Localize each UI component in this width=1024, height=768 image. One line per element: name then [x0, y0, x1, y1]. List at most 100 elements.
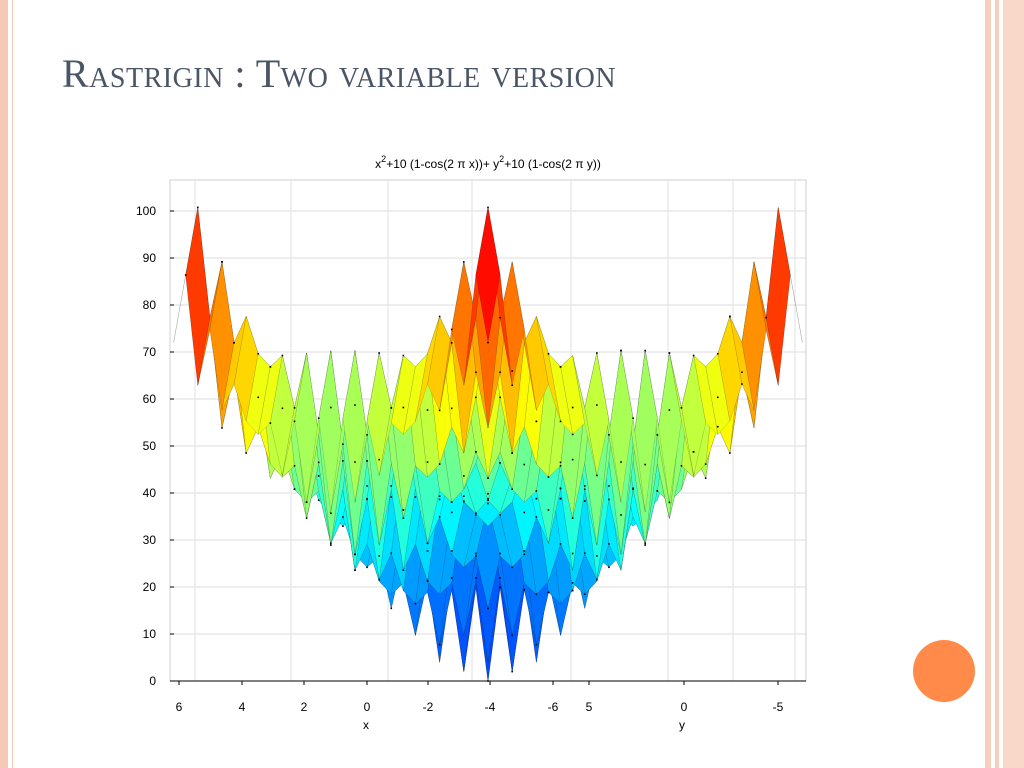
vertex-marker	[729, 315, 731, 318]
vertex-marker	[257, 353, 260, 355]
vertex-marker	[571, 433, 574, 436]
x-tick-label: -4	[485, 700, 496, 714]
vertex-marker	[535, 420, 538, 423]
vertex-marker	[293, 420, 296, 423]
vertex-marker	[330, 544, 332, 546]
vertex-marker	[571, 517, 574, 519]
vertex-marker	[608, 434, 610, 436]
vertex-marker	[716, 396, 719, 399]
vertex-marker	[559, 497, 562, 500]
vertex-marker	[741, 383, 743, 385]
vertex-marker	[547, 509, 550, 511]
left-frame-bar	[0, 0, 8, 768]
vertex-marker	[523, 463, 526, 466]
z-tick-label: 100	[136, 204, 156, 218]
vertex-marker	[475, 555, 477, 557]
vertex-marker	[475, 512, 477, 515]
vertex-marker	[499, 586, 501, 589]
vertex-marker	[330, 542, 332, 545]
vertex-marker	[559, 461, 562, 464]
z-tick-label: 40	[143, 486, 157, 500]
vertex-marker	[330, 406, 332, 409]
vertex-marker	[426, 550, 429, 552]
surface-patches	[173, 206, 803, 682]
vertex-marker	[511, 370, 513, 372]
vertex-marker	[559, 464, 562, 467]
vertex-marker	[765, 316, 767, 319]
vertex-marker	[426, 461, 429, 463]
vertex-marker	[487, 492, 489, 495]
vertex-marker	[680, 464, 683, 467]
vertex-marker	[269, 366, 272, 368]
vertex-marker	[656, 434, 659, 436]
z-tick-label: 30	[143, 533, 157, 547]
vertex-marker	[571, 458, 574, 461]
vertex-marker	[571, 582, 574, 584]
vertex-marker	[487, 607, 489, 610]
vertex-marker	[499, 514, 501, 516]
vertex-marker	[608, 498, 610, 501]
x-tick-label: 0	[364, 700, 371, 714]
vertex-marker	[559, 420, 562, 423]
vertex-marker	[632, 487, 634, 490]
vertex-marker	[475, 396, 477, 399]
vertex-marker	[583, 593, 586, 596]
vertex-marker	[354, 404, 356, 406]
vertex-marker	[305, 501, 308, 504]
surface-patch	[765, 207, 791, 386]
vertex-marker	[644, 349, 646, 352]
vertex-marker	[450, 511, 453, 514]
vertex-marker	[499, 316, 501, 319]
vertex-marker	[499, 396, 501, 399]
vertex-marker	[426, 580, 429, 583]
vertex-marker	[390, 552, 393, 555]
vertex-marker	[305, 517, 308, 519]
vertex-marker	[608, 566, 610, 569]
vertex-marker	[450, 407, 453, 410]
slide-title: Rastrigin : Two variable version	[62, 51, 617, 96]
vertex-marker	[487, 502, 489, 505]
chart-title: x2+10 (1-cos(2 π x))+ y2+10 (1-cos(2 π y…	[375, 154, 601, 171]
vertex-marker	[390, 496, 393, 498]
surface-patch	[185, 207, 211, 386]
vertex-marker	[487, 497, 489, 500]
vertex-marker	[402, 509, 405, 511]
vertex-marker	[450, 550, 453, 552]
vertex-marker	[402, 354, 405, 357]
vertex-marker	[499, 462, 501, 464]
vertex-marker	[620, 461, 622, 463]
vertex-marker	[596, 578, 598, 581]
z-tick-label: 70	[143, 345, 157, 359]
vertex-marker	[390, 607, 393, 610]
vertex-marker	[450, 328, 453, 331]
vertex-marker	[354, 553, 356, 556]
vertex-marker	[342, 460, 344, 462]
vertex-marker	[656, 490, 659, 492]
vertex-marker	[450, 501, 453, 504]
z-tick-label: 90	[143, 251, 157, 265]
z-tick-label: 20	[143, 580, 157, 594]
vertex-marker	[535, 593, 538, 596]
vertex-marker	[233, 341, 235, 344]
vertex-marker	[559, 487, 562, 490]
vertex-marker	[269, 422, 272, 424]
vertex-marker	[293, 407, 296, 409]
vertex-marker	[535, 490, 538, 492]
vertex-marker	[414, 496, 417, 498]
vertex-marker	[293, 488, 296, 491]
vertex-marker	[438, 463, 441, 465]
vertex-marker	[596, 555, 598, 557]
left-frame-line	[12, 0, 13, 768]
vertex-marker	[583, 552, 586, 555]
vertex-marker	[632, 488, 634, 491]
vertex-marker	[692, 354, 695, 357]
x-tick-label: 2	[301, 700, 308, 714]
x-tick-label: 6	[176, 700, 183, 714]
vertex-marker	[644, 463, 646, 466]
vertex-marker	[366, 497, 368, 500]
vertex-marker	[535, 497, 538, 500]
vertex-marker	[378, 352, 380, 354]
vertex-marker	[535, 643, 538, 646]
